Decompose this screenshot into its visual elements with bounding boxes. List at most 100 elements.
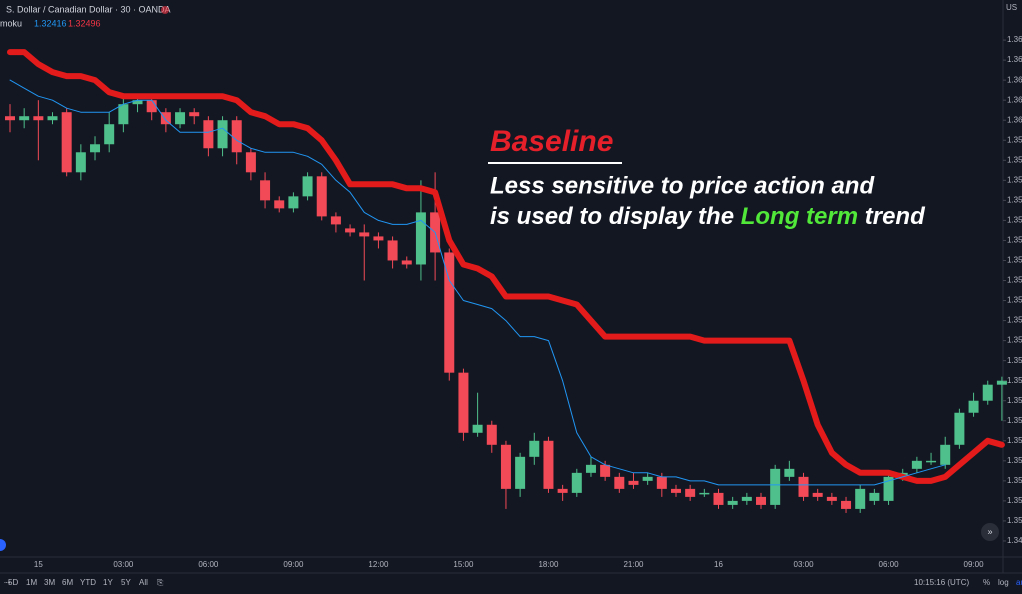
candle-body [217,120,228,149]
y-tick-label: 1.35 [1007,336,1022,345]
annotation-text: is used to display the [490,203,734,230]
candle-body [61,112,72,173]
candle-body [557,488,568,493]
x-tick-label: 06:00 [879,560,900,569]
candle-body [911,460,922,469]
toolbar-icon: ⇢ [4,578,11,587]
nav-button[interactable] [0,539,6,551]
candle-body [75,152,86,173]
percent-toggle[interactable]: % [983,578,990,587]
candle-body [713,492,724,505]
x-tick-label: 21:00 [623,560,644,569]
y-tick-label: 1.36 [1007,115,1022,124]
candle-body [302,176,313,197]
candle-body [472,424,483,433]
candle-body [515,456,526,489]
candle-body [699,492,710,495]
y-tick-label: 1.35 [1007,236,1022,245]
y-tick-label: 1.35 [1007,316,1022,325]
candle-body [784,468,795,477]
indicator-line [9,79,946,486]
indicator-line [7,49,1005,484]
candle-body [118,104,129,125]
y-tick-label: 1.35 [1007,216,1022,225]
clock: 10:15:16 (UTC) [914,578,969,587]
log-toggle[interactable]: log [998,578,1009,587]
scroll-icon: » [987,526,992,536]
y-tick-label: 1.35 [1007,376,1022,385]
candle-body [345,228,356,233]
candle-body [968,400,979,413]
y-tick-label: 1.35 [1007,175,1022,184]
candle-body [373,236,384,241]
y-tick-label: 1.35 [1007,356,1022,365]
candle-body [571,472,582,493]
y-tick-label: 1.35 [1007,276,1022,285]
candle-body [330,216,341,225]
y-tick-label: 1.35 [1007,296,1022,305]
candle-body [288,196,299,209]
candle-body [883,476,894,501]
candle-body [756,496,767,505]
y-tick-label: 1.36 [1007,35,1022,44]
scroll-button[interactable] [981,523,999,541]
candle-body [444,252,455,373]
y-tick-label: 1.35 [1007,135,1022,144]
x-tick-label: 03:00 [794,560,815,569]
candle-body [940,444,951,465]
candle-body [982,384,993,401]
symbol-title: S. Dollar / Canadian Dollar · 30 · OANDA [6,4,171,14]
range-button[interactable]: 6M [62,578,73,587]
range-button[interactable]: 5D [8,578,18,587]
y-tick-label: 1.36 [1007,55,1022,64]
y-tick-label: 1.35 [1007,436,1022,445]
y-tick-label: 1.35 [1007,155,1022,164]
candle-body [5,116,15,121]
candle-body [529,440,540,457]
y-tick-label: 1.35 [1007,496,1022,505]
candle-body [798,476,809,497]
candle-body [104,124,115,145]
annotation-highlight: Long term [741,203,858,230]
candle-body [954,412,965,445]
candle-body [770,468,781,505]
candle-body [670,488,681,493]
candle-body [812,492,823,497]
candle-body [685,488,696,497]
candle-body [656,476,667,489]
indicator-value: 1.32496 [68,18,101,28]
range-button[interactable]: YTD [80,578,96,587]
candle-body [855,488,866,509]
toolbar: ⇢ ⎘ 10:15:16 (UTC) % log au 5D 1M 3M 6M YTD 1… [4,578,1022,587]
y-tick-label: 1.35 [1007,256,1022,265]
candle-body [47,116,58,121]
x-tick-label: 16 [714,560,723,569]
range-button[interactable]: All [139,578,148,587]
candle-body [19,116,30,121]
range-button[interactable]: 5Y [121,578,131,587]
range-button[interactable]: 3M [44,578,55,587]
candle-body [189,112,200,117]
candle-body [458,372,469,433]
candle-body [841,500,852,509]
y-tick-label: 1.35 [1007,416,1022,425]
candle-body [132,100,143,105]
candle-body [642,476,653,481]
candle-body [741,496,752,501]
x-tick-label: 03:00 [113,560,134,569]
annotation-text: trend [865,203,926,230]
y-tick-label: 1.36 [1007,75,1022,84]
candle-body [316,176,327,217]
y-tick-label: 1.34 [1007,536,1022,545]
status-dot [161,6,169,14]
range-button[interactable]: 1M [26,578,37,587]
toolbar-icon[interactable]: ⎘ [157,578,164,587]
range-button[interactable]: 1Y [103,578,113,587]
candle-body [543,440,554,489]
candle-body [387,240,398,261]
candle-body [231,120,242,153]
axis-currency: US [1006,3,1017,12]
candle-body [245,152,256,173]
auto-toggle[interactable]: au [1016,578,1022,587]
